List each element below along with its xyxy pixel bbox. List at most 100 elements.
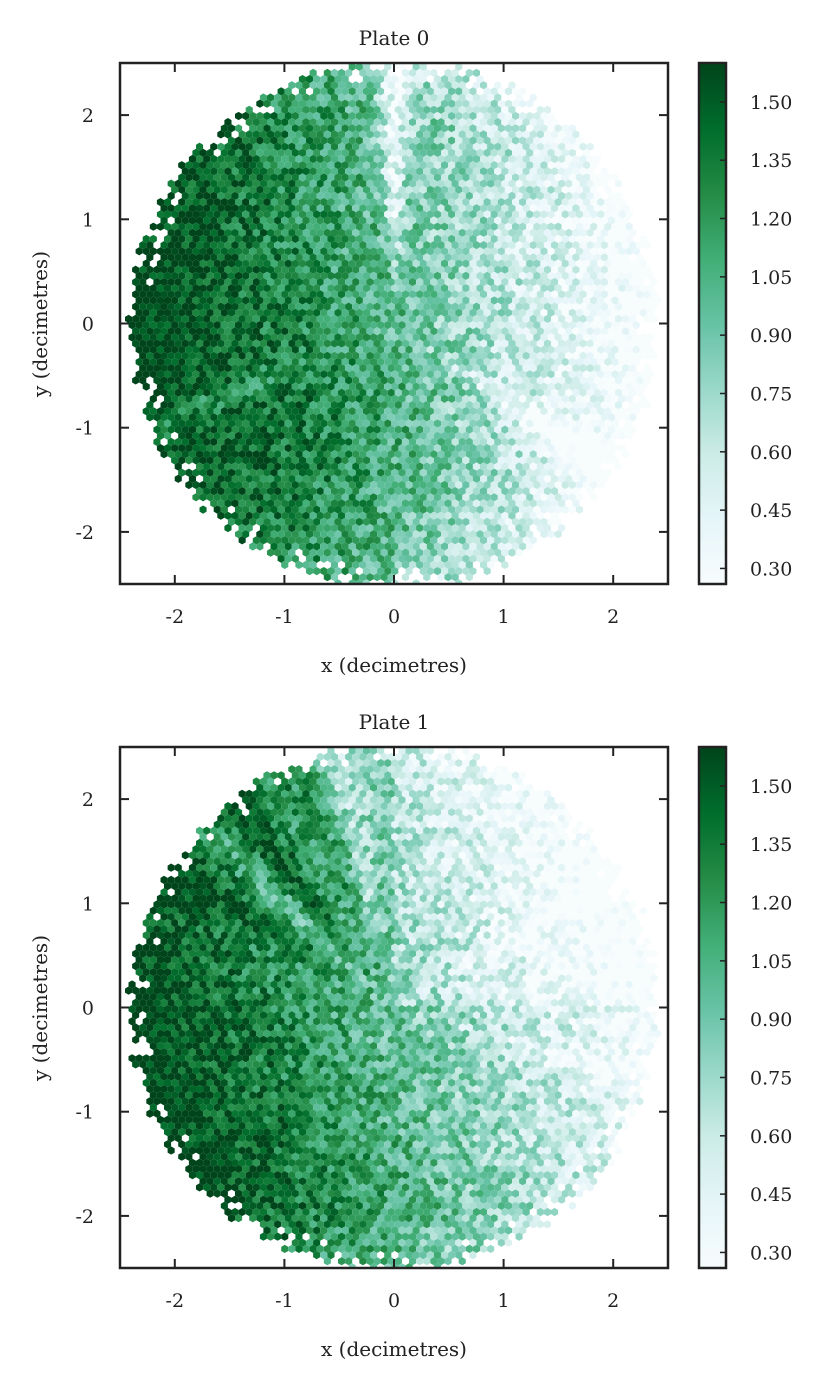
hex-bin bbox=[267, 548, 275, 557]
hex-bin bbox=[483, 271, 491, 280]
hex-bin bbox=[416, 228, 424, 237]
hex-bin bbox=[213, 210, 221, 219]
hex-bin bbox=[391, 759, 399, 768]
hex-bin bbox=[497, 517, 505, 526]
hex-bin bbox=[224, 511, 232, 520]
hex-bin bbox=[501, 351, 509, 360]
hex-bin bbox=[380, 536, 388, 545]
hex-bin bbox=[348, 493, 356, 502]
hex-bin bbox=[536, 523, 544, 533]
hex-bin bbox=[206, 173, 214, 182]
hex-bin bbox=[341, 394, 349, 403]
hex-bin bbox=[210, 327, 218, 336]
hex-bin bbox=[444, 376, 452, 385]
hex-bin bbox=[377, 75, 385, 84]
hex-bin bbox=[590, 394, 598, 403]
hex-bin bbox=[174, 327, 182, 336]
hex-bin bbox=[302, 228, 310, 237]
hex-bin bbox=[501, 376, 509, 385]
hex-bin bbox=[178, 161, 186, 170]
hex-bin bbox=[512, 296, 520, 305]
hex-bin bbox=[465, 204, 473, 213]
hex-bin bbox=[338, 130, 346, 139]
hex-bin bbox=[572, 277, 580, 287]
hex-bin bbox=[252, 364, 260, 373]
hex-bin bbox=[519, 161, 527, 170]
hex-bin bbox=[146, 253, 154, 262]
hex-bin bbox=[572, 228, 580, 237]
hex-bin bbox=[448, 370, 456, 379]
hex-bin bbox=[352, 548, 360, 557]
hex-bin bbox=[139, 364, 147, 373]
hex-bin bbox=[636, 400, 644, 410]
hex-bin bbox=[409, 474, 417, 483]
hex-bin bbox=[540, 234, 548, 244]
hex-bin bbox=[512, 234, 520, 244]
hex-bin bbox=[352, 228, 360, 237]
hex-bin bbox=[199, 357, 207, 367]
hex-bin bbox=[334, 567, 342, 576]
hex-bin bbox=[217, 413, 225, 422]
hex-bin bbox=[490, 308, 498, 317]
hex-bin bbox=[320, 247, 328, 256]
hex-bin bbox=[394, 400, 402, 410]
hex-bin bbox=[359, 499, 367, 508]
hex-bin bbox=[543, 327, 551, 336]
hex-bin bbox=[153, 437, 161, 446]
hex-bin bbox=[196, 290, 204, 299]
hex-bin bbox=[430, 536, 438, 545]
hex-bin bbox=[291, 468, 299, 477]
hex-bin bbox=[501, 425, 509, 434]
hex-bin bbox=[284, 505, 292, 514]
hex-bin bbox=[650, 351, 658, 360]
hex-bin bbox=[316, 154, 324, 164]
hex-bin bbox=[242, 308, 250, 317]
hex-bin bbox=[302, 105, 310, 114]
hex-bin bbox=[575, 259, 583, 268]
hex-bin bbox=[401, 450, 409, 459]
hex-bin bbox=[270, 517, 278, 526]
hex-bin bbox=[298, 480, 306, 490]
hex-bin bbox=[274, 253, 282, 262]
hex-bin bbox=[245, 400, 253, 410]
hex-bin bbox=[252, 130, 260, 139]
hex-bin bbox=[323, 536, 331, 545]
hex-bin bbox=[394, 437, 402, 446]
hex-bin bbox=[533, 493, 541, 502]
hex-bin bbox=[252, 290, 260, 299]
hex-bin bbox=[508, 216, 516, 225]
hex-bin bbox=[338, 511, 346, 520]
hex-bin bbox=[206, 198, 214, 207]
hex-bin bbox=[245, 425, 253, 434]
hex-bin bbox=[316, 314, 324, 323]
hex-bin bbox=[256, 185, 264, 194]
hex-bin bbox=[185, 222, 193, 231]
hex-bin bbox=[604, 333, 612, 342]
hex-bin bbox=[607, 253, 615, 262]
hex-bin bbox=[185, 407, 193, 416]
hex-bin bbox=[377, 259, 385, 268]
hex-bin bbox=[401, 437, 409, 446]
hex-bin bbox=[490, 357, 498, 367]
hex-bin bbox=[501, 560, 509, 569]
hex-bin bbox=[220, 357, 228, 367]
hex-bin bbox=[593, 474, 601, 483]
hex-bin bbox=[370, 505, 378, 514]
hex-bin bbox=[274, 462, 282, 471]
plate-0-colorbar-ticks: 0.300.450.600.750.901.051.201.351.50 bbox=[720, 92, 792, 580]
hex-bin bbox=[291, 210, 299, 219]
hex-bin bbox=[394, 462, 402, 471]
hex-bin bbox=[419, 271, 427, 280]
hex-bin bbox=[398, 247, 406, 256]
hex-bin bbox=[235, 296, 243, 305]
hex-bin bbox=[490, 370, 498, 379]
hex-bin bbox=[377, 99, 385, 108]
hex-bin bbox=[373, 437, 381, 446]
hex-bin bbox=[355, 222, 363, 231]
hex-bin bbox=[604, 296, 612, 305]
hex-bin bbox=[430, 216, 438, 225]
hex-bin bbox=[501, 462, 509, 471]
hex-bin bbox=[401, 339, 409, 348]
hex-bin bbox=[547, 308, 555, 317]
hex-bin bbox=[188, 277, 196, 287]
